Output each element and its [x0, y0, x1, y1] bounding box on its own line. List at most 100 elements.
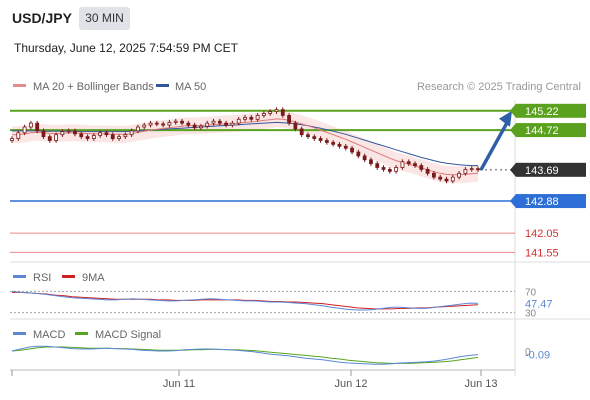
candle-body	[123, 134, 128, 138]
candle-body	[381, 167, 386, 170]
x-axis: Jun 11 Jun 12 Jun 13	[11, 370, 498, 390]
candle-body	[192, 124, 197, 129]
candle-body	[54, 134, 58, 141]
candle	[180, 118, 184, 126]
candle	[450, 174, 455, 184]
price-tag-pointer-145.22	[510, 103, 516, 118]
rsi-legend-label: RSI	[33, 272, 51, 284]
candle	[457, 170, 462, 180]
price-tags: 145.22 144.72 143.69 142.88 142.05 141.55	[510, 103, 586, 259]
candle	[54, 132, 58, 143]
candle-body	[324, 140, 329, 143]
candle-body	[293, 122, 298, 130]
forecast-arrow	[479, 110, 512, 171]
candle	[205, 120, 210, 129]
candle-body	[22, 126, 27, 134]
bollinger-band-area	[12, 110, 478, 184]
candle-body	[186, 122, 191, 126]
candle-body	[419, 165, 424, 170]
candle-body	[432, 172, 436, 178]
candle	[73, 128, 77, 137]
interval-button[interactable]: 30 MIN	[79, 7, 130, 30]
macd-last-value: -0.09	[525, 350, 550, 362]
candle	[28, 120, 33, 130]
candle-body	[406, 161, 411, 165]
candle-body	[318, 138, 323, 141]
price-tag-label-142.88: 142.88	[525, 196, 559, 208]
candle	[413, 161, 417, 168]
candle-body	[438, 176, 443, 180]
arrow-head	[499, 110, 512, 127]
macd-legend-label: MACD	[33, 329, 65, 341]
candle-body	[362, 155, 367, 161]
candle-body	[331, 142, 336, 145]
credit-label: Research © 2025 Trading Central	[417, 81, 581, 93]
price-tag-pointer-144.72	[510, 123, 516, 138]
symbol-label: USD/JPY	[12, 10, 72, 26]
candle-body	[255, 115, 260, 120]
price-tag-pointer-142.88	[510, 194, 516, 209]
candle-body	[129, 130, 134, 136]
candle	[136, 124, 140, 134]
candle-body	[224, 122, 229, 126]
candle-body	[91, 135, 96, 139]
rsi-tick-70: 70	[525, 287, 537, 298]
candle-body	[369, 159, 373, 165]
candle-body	[180, 120, 184, 124]
candle-body	[450, 176, 455, 182]
price-tag-label-145.22: 145.22	[525, 106, 559, 118]
macd-tick-0: 0	[525, 347, 531, 358]
candle	[287, 113, 291, 126]
candle	[167, 120, 172, 128]
arrow-shaft	[479, 121, 509, 171]
candle-body	[47, 136, 52, 141]
candle-body	[136, 126, 140, 132]
candle	[224, 120, 229, 128]
candle	[22, 124, 27, 136]
candle	[66, 128, 71, 134]
candle	[318, 136, 323, 143]
price-tag-bg-145.22	[516, 103, 586, 118]
x-tick-label: Jun 11	[163, 378, 195, 390]
price-tag-bg-142.88	[516, 194, 586, 209]
ma50-legend-label: MA 50	[175, 81, 206, 93]
candle	[91, 133, 96, 141]
macd-line	[11, 345, 479, 365]
candle	[230, 120, 235, 128]
candle	[192, 122, 197, 131]
ma20-line	[12, 118, 479, 176]
candle-body	[287, 115, 291, 124]
price-tag-pointer-143.69	[510, 162, 516, 177]
candle-body	[104, 132, 109, 136]
candle	[186, 120, 191, 128]
candle	[98, 130, 103, 138]
ma20-legend-swatch	[13, 84, 26, 87]
candle	[161, 121, 166, 128]
candle	[41, 128, 46, 139]
candle-body	[154, 122, 159, 125]
candle	[154, 120, 159, 127]
candle-body	[268, 111, 273, 114]
candle-body	[299, 128, 304, 136]
candle	[85, 134, 90, 141]
candle	[324, 138, 329, 145]
candle	[148, 120, 153, 128]
candle-body	[387, 169, 392, 172]
candle-body	[173, 120, 178, 123]
candle-body	[444, 178, 449, 182]
candle	[274, 107, 279, 114]
x-tick-label: Jun 12	[334, 378, 367, 390]
candle	[406, 159, 411, 166]
candle	[425, 167, 430, 176]
candle	[142, 122, 147, 130]
candle-body	[312, 136, 317, 139]
candle-body	[211, 120, 216, 124]
candle	[47, 134, 52, 143]
candle	[60, 129, 65, 138]
candle-body	[425, 169, 430, 174]
candle-body	[457, 172, 462, 178]
candle	[117, 134, 121, 141]
candle	[400, 159, 405, 170]
